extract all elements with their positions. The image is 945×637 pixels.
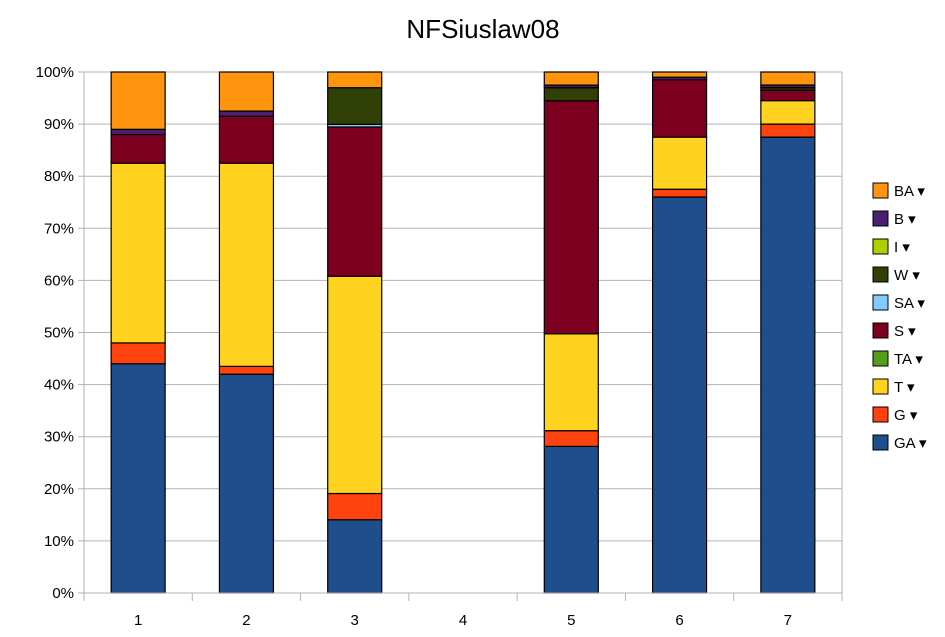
- bar-stack-5[interactable]: [543, 71, 599, 594]
- bar-segment-t-6[interactable]: [651, 136, 708, 190]
- bar-segment-s-5[interactable]: [543, 100, 599, 335]
- bar-segment-ba-5[interactable]: [543, 71, 599, 86]
- bar-segment-t-7[interactable]: [760, 100, 816, 125]
- bar-stack-2[interactable]: [218, 71, 275, 594]
- bar-segment-s-1[interactable]: [110, 133, 166, 164]
- legend-swatch: [872, 182, 889, 199]
- x-tick-label: 3: [351, 612, 359, 629]
- x-tick-label: 6: [675, 612, 683, 629]
- legend-swatch: [872, 434, 889, 451]
- bar-segment-s-6[interactable]: [651, 79, 708, 138]
- bar-segment-g-7[interactable]: [760, 123, 816, 138]
- bar-segment-g-5[interactable]: [543, 430, 599, 447]
- legend[interactable]: BA ▾ B ▾ I ▾ W ▾ SA ▾ S ▾ TA ▾ T ▾ G ▾ GA ▾: [872, 182, 927, 452]
- legend-item-g[interactable]: G ▾: [872, 406, 918, 424]
- y-tick-label: 80%: [44, 168, 74, 185]
- bar-segment-g-3[interactable]: [327, 492, 383, 521]
- y-tick-label: 90%: [44, 116, 74, 133]
- legend-item-sa[interactable]: SA ▾: [872, 294, 925, 312]
- y-tick-label: 60%: [44, 272, 74, 289]
- x-tick-label: 1: [134, 612, 142, 629]
- bar-stack-6[interactable]: [651, 71, 708, 594]
- bar-segment-t-2[interactable]: [218, 162, 275, 367]
- bar-segment-ga-7[interactable]: [760, 136, 816, 594]
- legend-label: GA ▾: [894, 435, 927, 452]
- legend-label: I ▾: [894, 239, 910, 256]
- bar-segment-ga-3[interactable]: [327, 519, 383, 594]
- legend-label: T ▾: [894, 379, 915, 396]
- bars: [110, 71, 816, 594]
- gridlines: [84, 71, 842, 594]
- legend-item-t[interactable]: T ▾: [872, 378, 915, 396]
- x-axis-ticks: 1 2 3 4 5 6 7: [83, 593, 843, 629]
- bar-segment-ga-2[interactable]: [218, 373, 275, 594]
- bar-segment-w-5[interactable]: [543, 87, 599, 102]
- bar-stack-7[interactable]: [760, 71, 816, 594]
- y-tick-label: 100%: [36, 64, 74, 81]
- x-tick-label: 2: [242, 612, 250, 629]
- legend-label: B ▾: [894, 211, 916, 228]
- y-tick-label: 20%: [44, 481, 74, 498]
- legend-swatch: [872, 210, 889, 227]
- legend-label: TA ▾: [894, 351, 923, 368]
- y-axis-ticks: 0% 10% 20% 30% 40% 50% 60% 70% 80% 90% 100%: [36, 64, 84, 602]
- y-tick-label: 0%: [52, 585, 74, 602]
- bar-segment-ba-7[interactable]: [760, 71, 816, 86]
- y-tick-label: 50%: [44, 325, 74, 342]
- x-tick-label: 4: [459, 612, 467, 629]
- bar-segment-t-1[interactable]: [110, 162, 166, 344]
- legend-swatch: [872, 378, 889, 395]
- bar-segment-b-2[interactable]: [218, 110, 275, 117]
- legend-label: W ▾: [894, 267, 920, 284]
- bar-segment-ga-5[interactable]: [543, 445, 599, 594]
- bar-segment-ba-2[interactable]: [218, 71, 275, 112]
- bar-segment-t-5[interactable]: [543, 333, 599, 432]
- bar-segment-w-3[interactable]: [327, 87, 383, 125]
- legend-swatch: [872, 294, 889, 311]
- bar-segment-ba-3[interactable]: [327, 71, 383, 89]
- legend-label: G ▾: [894, 407, 918, 424]
- legend-item-i[interactable]: I ▾: [872, 238, 910, 256]
- legend-item-ga[interactable]: GA ▾: [872, 434, 927, 452]
- bar-segment-b-1[interactable]: [110, 128, 166, 136]
- legend-swatch: [872, 238, 889, 255]
- legend-label: BA ▾: [894, 183, 925, 200]
- y-tick-label: 40%: [44, 377, 74, 394]
- bar-segment-g-1[interactable]: [110, 342, 166, 365]
- bar-stack-1[interactable]: [110, 71, 166, 594]
- bar-stack-3[interactable]: [327, 71, 383, 594]
- bar-segment-ga-6[interactable]: [651, 196, 708, 594]
- bar-segment-ba-6[interactable]: [651, 71, 708, 78]
- y-tick-label: 30%: [44, 429, 74, 446]
- bar-segment-ga-1[interactable]: [110, 363, 166, 594]
- legend-label: SA ▾: [894, 295, 925, 312]
- chart-title: NFSiuslaw08: [406, 14, 559, 44]
- legend-label: S ▾: [894, 323, 916, 340]
- legend-swatch: [872, 350, 889, 367]
- bar-segment-s-7[interactable]: [760, 89, 816, 102]
- bar-segment-ba-1[interactable]: [110, 71, 166, 130]
- legend-item-s[interactable]: S ▾: [872, 322, 916, 340]
- legend-item-ta[interactable]: TA ▾: [872, 350, 923, 368]
- legend-item-b[interactable]: B ▾: [872, 210, 916, 228]
- legend-item-ba[interactable]: BA ▾: [872, 182, 925, 200]
- legend-item-w[interactable]: W ▾: [872, 266, 920, 284]
- x-tick-label: 7: [784, 612, 792, 629]
- x-tick-label: 5: [567, 612, 575, 629]
- legend-swatch: [872, 266, 889, 283]
- legend-swatch: [872, 322, 889, 339]
- bar-segment-g-2[interactable]: [218, 365, 275, 375]
- y-tick-label: 10%: [44, 533, 74, 550]
- bar-segment-s-2[interactable]: [218, 115, 275, 164]
- y-tick-label: 70%: [44, 220, 74, 237]
- legend-swatch: [872, 406, 889, 423]
- bar-segment-t-3[interactable]: [327, 275, 383, 495]
- bar-segment-s-3[interactable]: [327, 126, 383, 277]
- bar-segment-g-6[interactable]: [651, 188, 708, 198]
